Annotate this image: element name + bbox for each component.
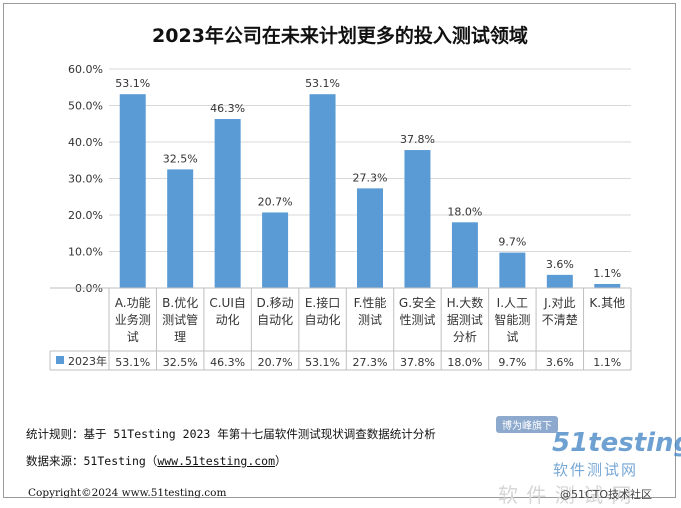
data-label: 20.7% (258, 195, 293, 208)
category-label: 性测试 (399, 312, 435, 327)
bars (119, 94, 621, 288)
stat-rule: 统计规则：基于 51Testing 2023 年第十七届软件测试现状调查数据统计… (26, 427, 436, 441)
bar (451, 222, 478, 288)
gridlines (109, 68, 631, 252)
data-label: 1.1% (593, 267, 621, 280)
bar (594, 283, 621, 288)
category-label: 动化 (216, 313, 240, 327)
table-value: 53.1% (115, 356, 150, 369)
y-tick-label: 60.0% (68, 63, 103, 76)
table-value: 1.1% (593, 356, 621, 369)
category-label: 测试 (358, 312, 382, 327)
data-label: 53.1% (115, 77, 150, 90)
bar (214, 119, 241, 288)
category-label: A.功能 (115, 296, 151, 310)
data-source-suffix: ） (275, 454, 287, 468)
copyright: Copyright©2024 www.51testing.com (28, 487, 227, 499)
table-value: 20.7% (258, 356, 293, 369)
data-label: 37.8% (400, 133, 435, 146)
category-label: E.接口 (305, 295, 340, 310)
y-tick-label: 40.0% (68, 136, 103, 149)
category-label: 自动化 (257, 313, 293, 327)
category-label: K.其他 (589, 296, 625, 310)
data-label: 9.7% (498, 236, 526, 249)
bar (357, 188, 383, 288)
bar (499, 252, 526, 288)
bar (404, 150, 431, 288)
table-value: 9.7% (498, 356, 526, 369)
table-value: 27.3% (353, 356, 388, 369)
category-label: D.移动 (257, 296, 294, 310)
data-source: 数据来源：51Testing（www.51testing.com） (26, 453, 287, 469)
watermark-community: @51CTO技术社区 (560, 488, 653, 501)
bar (309, 94, 336, 288)
bar (119, 94, 146, 288)
brand-logo: 51testing (552, 428, 681, 458)
category-label: J.对此 (543, 296, 575, 310)
chart-frame: 2023年公司在未来计划更多的投入测试领域 0.0% 10.0% 20.0% 30.0… (3, 3, 681, 507)
table-value: 53.1% (305, 356, 340, 369)
category-label: 智能测 (494, 312, 530, 327)
y-axis-ticks: 0.0%10.0%20.0%30.0%40.0%50.0%60.0% (68, 63, 103, 295)
data-label: 3.6% (546, 258, 574, 271)
watermark-bottom: 软 件 测 试 网 (498, 483, 633, 507)
legend-swatch (56, 356, 64, 364)
data-label: 32.5% (163, 152, 198, 165)
category-label: 试 (127, 329, 139, 344)
data-label: 27.3% (353, 171, 388, 184)
data-label: 46.3% (210, 102, 245, 115)
category-label: 业务测 (115, 312, 151, 327)
bar (167, 169, 194, 288)
data-label: 53.1% (305, 77, 340, 90)
legend-label: 2023年 (68, 354, 107, 368)
category-label: C.UI自 (209, 296, 246, 310)
category-label: I.人工 (497, 296, 528, 310)
table-value: 18.0% (447, 356, 482, 369)
bar-chart: 2023年公司在未来计划更多的投入测试领域 0.0%10.0%20.0%30.0… (49, 24, 632, 371)
chart-title: 2023年公司在未来计划更多的投入测试领域 (152, 24, 528, 47)
y-tick-label: 50.0% (68, 100, 103, 113)
table-value: 46.3% (210, 356, 245, 369)
category-label: 不清楚 (542, 313, 578, 327)
data-source-link[interactable]: www.51testing.com (157, 454, 276, 468)
y-tick-label: 20.0% (68, 209, 103, 222)
table-value: 3.6% (546, 356, 574, 369)
y-tick-label: 30.0% (68, 173, 103, 186)
category-label: 自动化 (305, 313, 341, 327)
data-label: 18.0% (447, 205, 482, 218)
category-label: F.性能 (354, 296, 387, 310)
category-label: G.安全 (399, 295, 436, 310)
data-source-prefix: 数据来源：51Testing（ (26, 454, 158, 468)
category-label: B.优化 (162, 296, 198, 310)
category-label: 据测试 (447, 312, 483, 327)
data-labels: 53.1% 32.5% 46.3% 20.7% 53.1% 27.3% 37.8% 18.0%… (115, 77, 621, 280)
table-value: 37.8% (400, 356, 435, 369)
category-label: 试 (506, 329, 518, 344)
category-label: 测试管 (162, 312, 198, 327)
bar (262, 212, 289, 288)
category-label: 分析 (453, 330, 477, 344)
table-value: 32.5% (163, 356, 198, 369)
brand-subtitle: 软件测试网 (553, 461, 639, 479)
y-tick-label: 10.0% (68, 246, 103, 259)
category-label: 理 (174, 330, 186, 344)
brand-badge: 博为峰旗下 (496, 416, 558, 433)
bar (546, 274, 573, 288)
category-label: H.大数 (447, 295, 484, 310)
